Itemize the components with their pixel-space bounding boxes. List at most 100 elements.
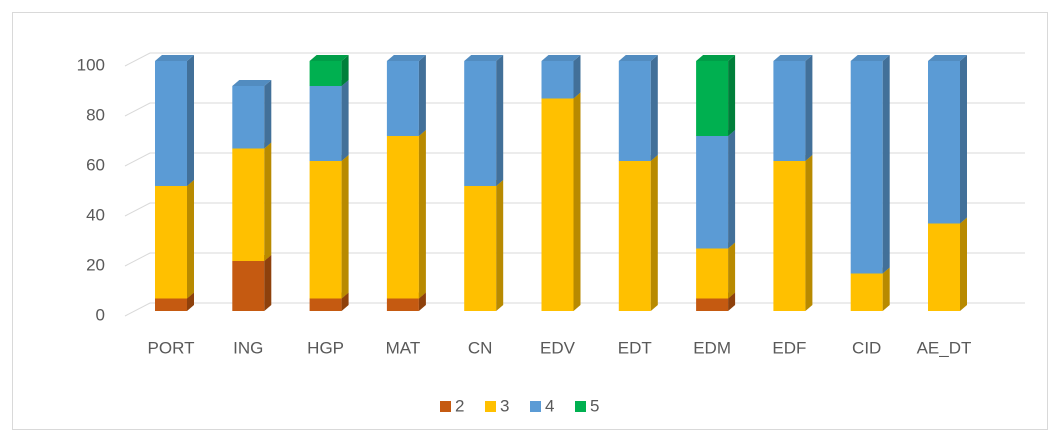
y-tick-label: 100 xyxy=(77,55,105,74)
bar-face xyxy=(309,86,342,161)
bar-face xyxy=(960,55,967,224)
y-tick-label: 40 xyxy=(86,205,105,224)
bar-segment xyxy=(309,155,349,299)
bar-face xyxy=(541,61,574,99)
x-tick-label: PORT xyxy=(148,338,195,357)
bar-face xyxy=(618,61,651,161)
bar-segment xyxy=(618,155,658,311)
bar-face xyxy=(264,142,272,261)
bar-face xyxy=(618,55,658,61)
x-tick-label: CID xyxy=(852,338,881,357)
bar-face xyxy=(850,61,883,274)
bar-face xyxy=(882,55,890,274)
bar-face xyxy=(805,155,813,311)
bar-face xyxy=(309,161,342,299)
bar-face xyxy=(728,55,736,136)
bar-segment xyxy=(309,80,349,161)
bar-face xyxy=(573,55,581,99)
bar-segment xyxy=(696,130,736,249)
y-tick-label: 0 xyxy=(96,305,105,324)
bar-face xyxy=(696,55,736,61)
bar-segment xyxy=(696,242,736,299)
bar-face xyxy=(464,186,497,311)
bar-segment xyxy=(541,55,581,99)
bar-face xyxy=(341,55,349,86)
grid-line xyxy=(124,52,1025,67)
bar-segment xyxy=(773,55,813,161)
bar-face xyxy=(341,155,349,299)
bar-face xyxy=(928,61,960,224)
bar-face xyxy=(850,273,883,311)
bar-face xyxy=(650,55,658,161)
y-tick-label: 80 xyxy=(86,105,105,124)
bar-face xyxy=(187,292,194,311)
legend-label: 2 xyxy=(455,396,464,415)
bar-face xyxy=(386,61,419,136)
bar-face xyxy=(341,80,349,161)
bar-face xyxy=(960,217,967,311)
x-tick-label: CN xyxy=(468,338,493,357)
legend-swatch xyxy=(440,401,451,412)
bar-segment xyxy=(773,155,813,311)
bar-face xyxy=(882,267,890,311)
x-tick-label: MAT xyxy=(386,338,421,357)
bar-face xyxy=(650,155,658,311)
bar-face xyxy=(232,86,265,149)
bar-face xyxy=(696,248,729,299)
bar-face xyxy=(496,55,504,186)
bar-face xyxy=(773,55,813,61)
bar-segment xyxy=(696,55,736,136)
bar-segment xyxy=(386,130,426,299)
bar-face xyxy=(187,180,194,299)
legend-swatch xyxy=(530,401,541,412)
bar-face xyxy=(264,80,272,149)
bar-segment xyxy=(155,180,194,299)
bar-face xyxy=(696,298,729,311)
bar-segment xyxy=(928,55,967,224)
bar-face xyxy=(386,298,419,311)
bar-face xyxy=(541,55,581,61)
bar-segment xyxy=(928,217,967,311)
bar-face xyxy=(418,292,426,311)
bar-segment xyxy=(618,55,658,161)
bar-segment xyxy=(309,55,349,86)
bar-face xyxy=(464,55,504,61)
bar-segment xyxy=(464,180,504,311)
bar-face xyxy=(155,55,194,61)
x-tick-label: EDM xyxy=(693,338,731,357)
x-tick-label: EDF xyxy=(772,338,806,357)
bar-face xyxy=(341,292,349,311)
bar-face xyxy=(850,55,890,61)
bar-face xyxy=(232,261,265,311)
bar-face xyxy=(928,223,960,311)
bar-face xyxy=(155,61,187,186)
bar-face xyxy=(264,255,272,311)
bar-face xyxy=(187,55,194,186)
legend-label: 4 xyxy=(545,396,554,415)
bar-face xyxy=(155,186,187,299)
bar-face xyxy=(386,136,419,299)
bar-face xyxy=(573,92,581,311)
x-tick-label: EDT xyxy=(618,338,652,357)
bar-segment xyxy=(386,55,426,136)
bar-face xyxy=(386,55,426,61)
bar-face xyxy=(155,298,187,311)
legend-label: 5 xyxy=(590,396,599,415)
bar-face xyxy=(309,61,342,86)
bar-face xyxy=(773,161,806,311)
bar-face xyxy=(309,298,342,311)
bar-face xyxy=(696,61,729,136)
bar-face xyxy=(464,61,497,186)
bar-face xyxy=(805,55,813,161)
bar-face xyxy=(418,130,426,299)
bar-face xyxy=(496,180,504,311)
bar-face xyxy=(728,242,736,299)
bar-segment xyxy=(232,255,272,311)
bar-segment xyxy=(850,55,890,274)
x-tick-label: ING xyxy=(233,338,263,357)
legend-swatch xyxy=(485,401,496,412)
bar-face xyxy=(696,136,729,249)
bar-face xyxy=(309,55,349,61)
x-tick-label: HGP xyxy=(307,338,344,357)
